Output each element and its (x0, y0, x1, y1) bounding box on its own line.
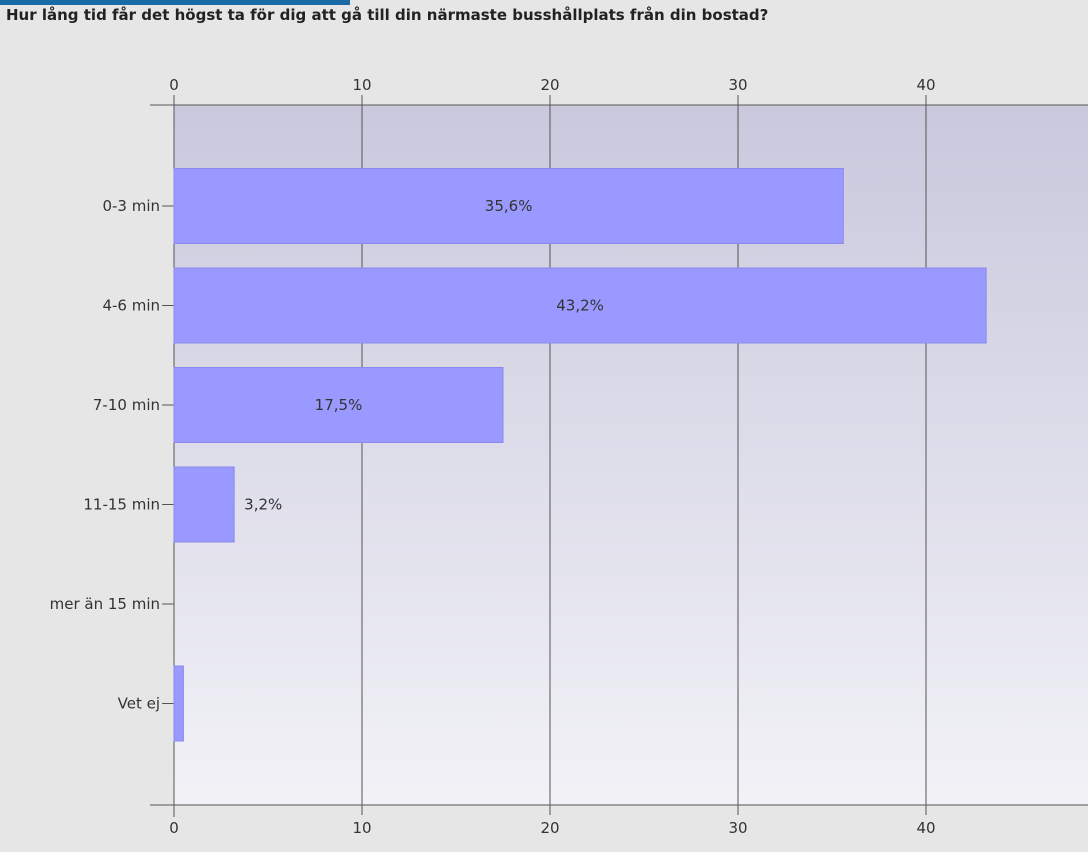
x-tick-label-top: 30 (728, 76, 747, 94)
category-label: 11-15 min (83, 496, 160, 514)
x-tick-label-bottom: 30 (728, 819, 747, 837)
category-label: 7-10 min (93, 396, 160, 414)
bar (173, 168, 844, 244)
header-accent-strip (0, 0, 350, 5)
bar (173, 367, 504, 443)
x-tick-label-bottom: 20 (540, 819, 559, 837)
bar-data-label: 43,2% (556, 297, 604, 315)
x-tick-label-top: 0 (169, 76, 179, 94)
x-tick-label-top: 10 (352, 76, 371, 94)
bar (173, 665, 184, 742)
bar-data-label: 35,6% (485, 197, 533, 215)
category-label: 4-6 min (102, 297, 160, 315)
x-tick-label-top: 20 (540, 76, 559, 94)
x-tick-label-top: 40 (916, 76, 935, 94)
category-label: mer än 15 min (50, 595, 160, 613)
bar-data-label: 17,5% (315, 396, 363, 414)
x-tick-label-bottom: 10 (352, 819, 371, 837)
x-tick-label-bottom: 0 (169, 819, 179, 837)
category-label: 0-3 min (102, 197, 160, 215)
x-tick-label-bottom: 40 (916, 819, 935, 837)
category-label: Vet ej (118, 695, 160, 713)
bar-data-label: 3,2% (244, 496, 282, 514)
bar (173, 267, 987, 344)
question-title: Hur lång tid får det högst ta för dig at… (6, 6, 769, 24)
bar (173, 466, 235, 543)
